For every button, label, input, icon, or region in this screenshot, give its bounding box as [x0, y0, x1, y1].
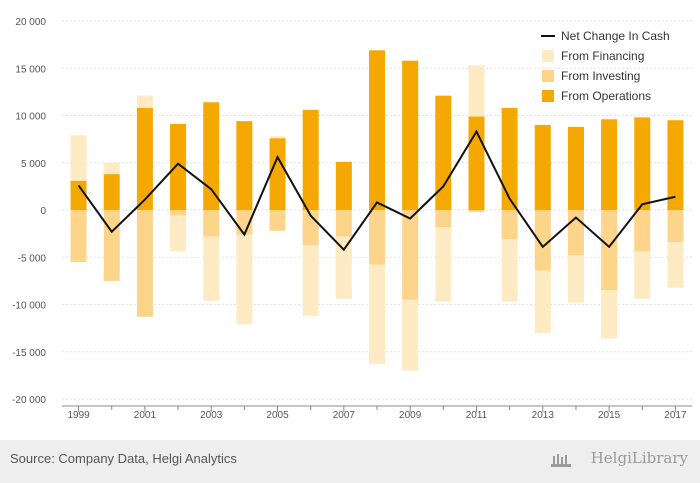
bar-from-operations [567, 126, 584, 210]
y-tick-label: 0 [40, 206, 46, 217]
bar-from-financing [136, 95, 153, 108]
x-tick-label: 2015 [598, 410, 621, 421]
footer: Source: Company Data, Helgi Analytics He… [0, 440, 700, 483]
y-tick-label: -20 000 [12, 395, 46, 406]
bar-from-investing [534, 210, 551, 271]
bar-from-investing [667, 210, 684, 243]
source-note: Source: Company Data, Helgi Analytics [10, 451, 237, 466]
y-tick-label: 5 000 [21, 159, 46, 170]
bar-from-financing [667, 242, 684, 288]
bar-from-operations [501, 107, 518, 210]
y-tick-label: -10 000 [12, 301, 46, 312]
bar-from-financing [402, 299, 419, 371]
bar-from-financing [335, 236, 352, 299]
legend: Net Change In Cash From Financing From Inv… [541, 29, 670, 103]
legend-marker-swatch [542, 70, 554, 82]
bar-from-operations [667, 120, 684, 210]
bar-from-operations [402, 60, 419, 210]
x-tick-label: 2007 [333, 410, 356, 421]
x-tick-label: 2011 [466, 410, 488, 421]
bar-from-operations [70, 180, 87, 210]
legend-label: From Investing [561, 69, 640, 83]
bar-from-investing [634, 210, 651, 252]
bar-from-operations [203, 102, 220, 210]
bar-from-financing [103, 162, 120, 175]
legend-marker-swatch [542, 50, 554, 62]
bar-from-operations [302, 109, 319, 210]
bar-from-operations [634, 117, 651, 210]
net-change-series-line [77, 129, 676, 252]
bar-from-operations [601, 119, 618, 210]
cash-flow-chart: 20 000 15 000 10 000 5 000 0 -5 000 -10 000 -15… [12, 17, 692, 421]
bar-from-investing [402, 210, 419, 300]
bar-from-financing [634, 251, 651, 299]
bar-from-operations [236, 121, 253, 210]
bars [70, 50, 684, 371]
y-tick-label: -15 000 [12, 348, 46, 359]
bar-from-financing [302, 244, 319, 316]
bar-from-investing [369, 210, 385, 265]
x-tick-label: 2005 [266, 410, 289, 421]
bar-from-financing [468, 65, 485, 117]
bar-from-investing [501, 210, 518, 240]
bar-from-financing [203, 236, 220, 301]
y-tick-label: -5 000 [18, 253, 47, 264]
bar-from-investing [601, 210, 618, 291]
bar-from-financing [369, 264, 385, 365]
bar-from-operations [136, 107, 153, 210]
bar-from-financing [236, 234, 253, 325]
bar-from-operations [335, 161, 352, 210]
grid-lines [62, 20, 692, 400]
y-tick-label: 10 000 [15, 112, 46, 123]
bar-from-investing [335, 210, 352, 237]
legend-label: From Operations [561, 89, 651, 103]
x-tick-label: 2003 [200, 410, 223, 421]
x-tick-label: 1999 [67, 410, 90, 421]
bar-from-financing [269, 136, 286, 139]
bar-from-investing [170, 210, 187, 216]
bar-from-operations [170, 124, 187, 210]
bar-from-operations [534, 124, 551, 210]
bar-from-investing [269, 210, 286, 231]
bar-from-investing [203, 210, 220, 237]
library-logo-icon [551, 454, 571, 467]
bar-from-financing [534, 270, 551, 333]
x-tick-label: 2001 [134, 410, 157, 421]
bar-from-investing [103, 210, 120, 281]
y-axis-labels: 20 000 15 000 10 000 5 000 0 -5 000 -10 000 -15… [12, 17, 46, 406]
bar-from-financing [435, 227, 452, 302]
bar-from-operations [369, 50, 385, 210]
bar-from-investing [435, 210, 452, 228]
x-tick-label: 2017 [664, 410, 687, 421]
bar-from-operations [103, 174, 120, 210]
bar-from-investing [70, 210, 87, 262]
x-tick-label: 2009 [399, 410, 422, 421]
net-change-line [77, 129, 676, 252]
bar-from-financing [567, 255, 584, 303]
bar-from-financing [501, 239, 518, 302]
legend-label: From Financing [561, 49, 644, 63]
y-tick-label: 15 000 [15, 64, 46, 75]
bar-from-investing [468, 210, 485, 212]
bar-from-operations [269, 138, 286, 210]
y-tick-label: 20 000 [15, 17, 46, 28]
bar-from-financing [70, 135, 87, 181]
legend-marker-swatch [542, 90, 554, 102]
x-axis: 1999 2001 2003 2005 2007 2009 2011 2013 2015 2017 [62, 405, 692, 421]
bar-from-investing [136, 210, 153, 317]
bar-from-financing [170, 215, 187, 252]
brand-logo: HelgiLibrary [590, 449, 688, 467]
x-tick-label: 2013 [532, 410, 555, 421]
legend-label: Net Change In Cash [561, 29, 670, 43]
bar-from-financing [601, 290, 618, 339]
